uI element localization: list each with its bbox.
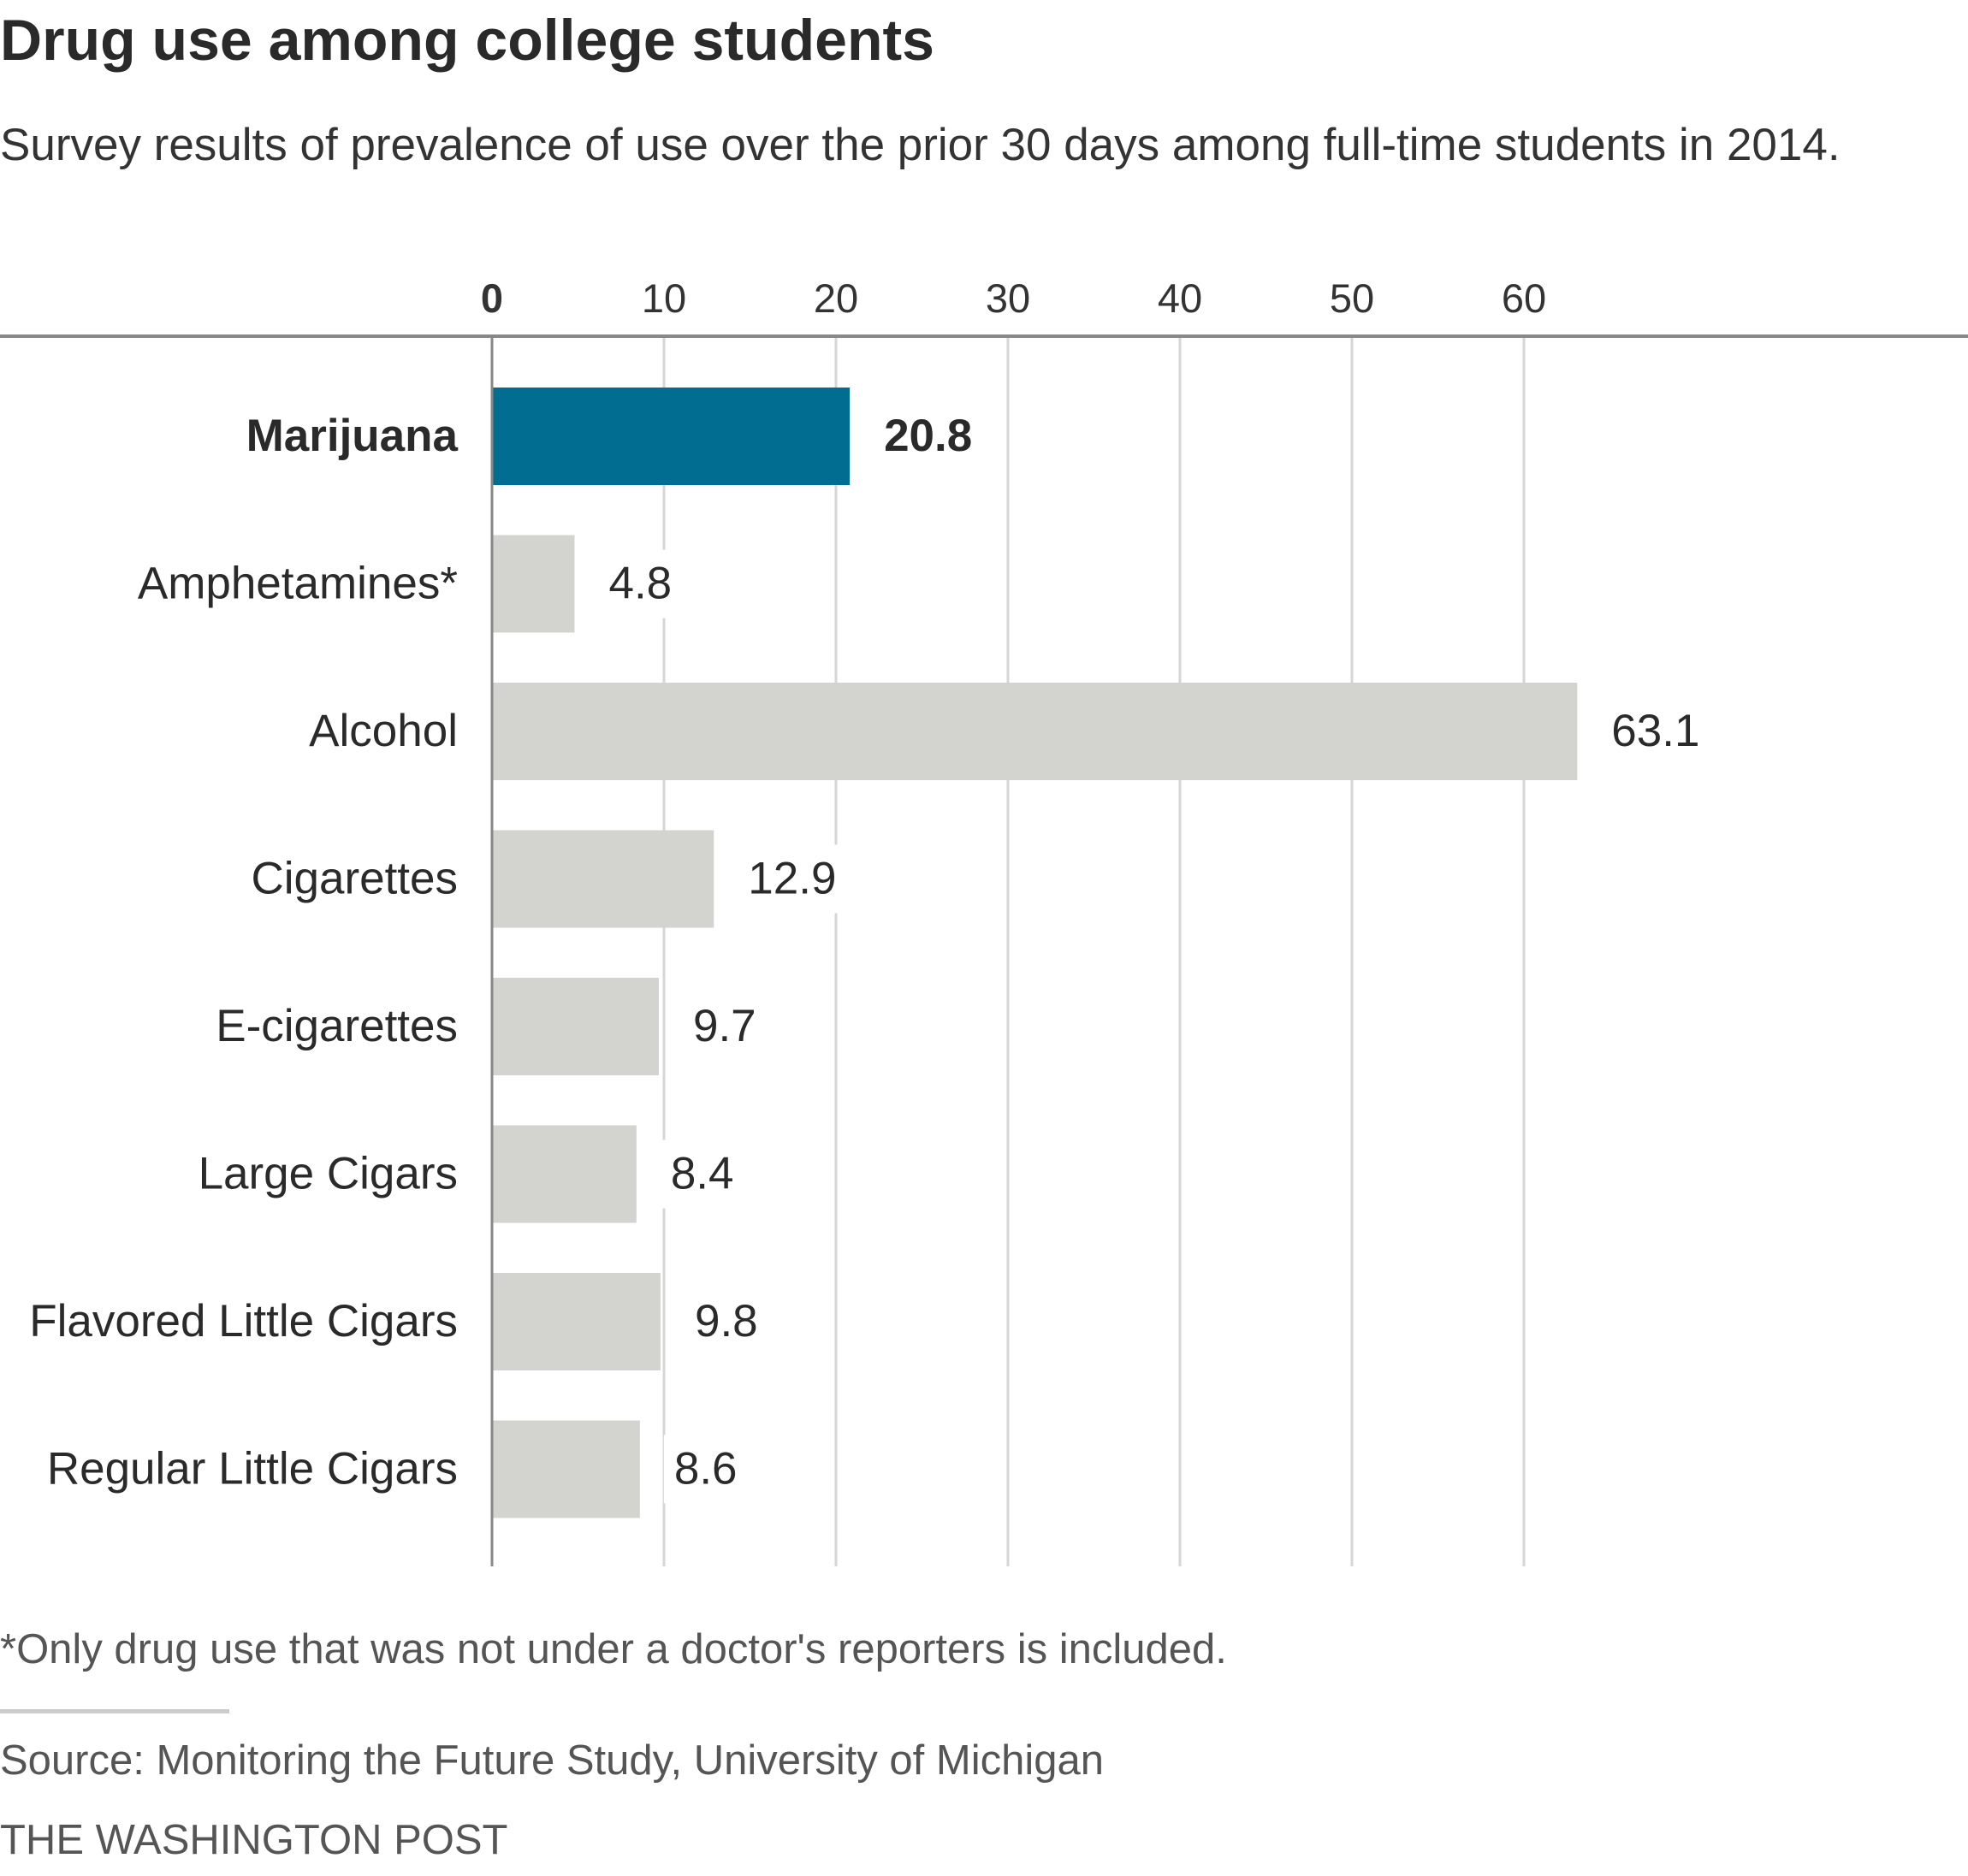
x-tick-label: 50 [1330,275,1374,321]
category-label: Marijuana [246,411,459,461]
bar [492,388,851,485]
value-label-background [684,1287,787,1356]
x-tick-label: 0 [481,275,503,321]
divider [0,1709,229,1713]
x-tick-label: 10 [642,275,686,321]
category-label: Flavored Little Cigars [29,1296,458,1346]
category-label: E-cigarettes [216,1001,458,1051]
bar [492,830,714,928]
x-tick-label: 30 [986,275,1030,321]
value-label: 9.7 [693,1001,756,1051]
value-label: 20.8 [884,411,972,461]
category-label: Alcohol [309,706,458,756]
category-label: Amphetamines* [138,559,458,609]
bar [492,1125,637,1223]
value-label: 8.4 [671,1149,734,1199]
chart-title: Drug use among college students [0,8,934,73]
x-tick-label: 60 [1502,275,1546,321]
category-label: Cigarettes [251,854,458,904]
value-label: 12.9 [748,854,836,904]
value-label: 63.1 [1611,706,1699,756]
credit: THE WASHINGTON POST [0,1817,508,1863]
value-label: 4.8 [608,559,672,609]
bar [492,978,659,1075]
bar [492,683,1578,780]
bar [492,535,575,633]
bar [492,1273,661,1370]
bar-chart: 0 10 20 30 40 50 60 Marijuana 20.8 Amphetamines* 4… [0,275,1968,1566]
value-label-background [682,992,785,1061]
footnote: *Only drug use that was not under a doct… [0,1626,1227,1672]
value-label-background [738,844,867,914]
value-label-background [663,1435,767,1504]
category-label: Regular Little Cigars [47,1444,458,1494]
x-tick-label: 40 [1158,275,1202,321]
value-label-background [1601,697,1730,766]
category-label: Large Cigars [199,1149,458,1199]
value-label-background [874,402,1003,470]
value-label-background [598,549,702,618]
x-tick-label: 20 [814,275,858,321]
source-note: Source: Monitoring the Future Study, Uni… [0,1737,1105,1784]
value-label: 9.8 [695,1296,758,1346]
bar [492,1420,640,1518]
value-label-background [660,1139,763,1209]
chart-subtitle: Survey results of prevalence of use over… [0,120,1841,170]
value-label: 8.6 [674,1444,738,1494]
